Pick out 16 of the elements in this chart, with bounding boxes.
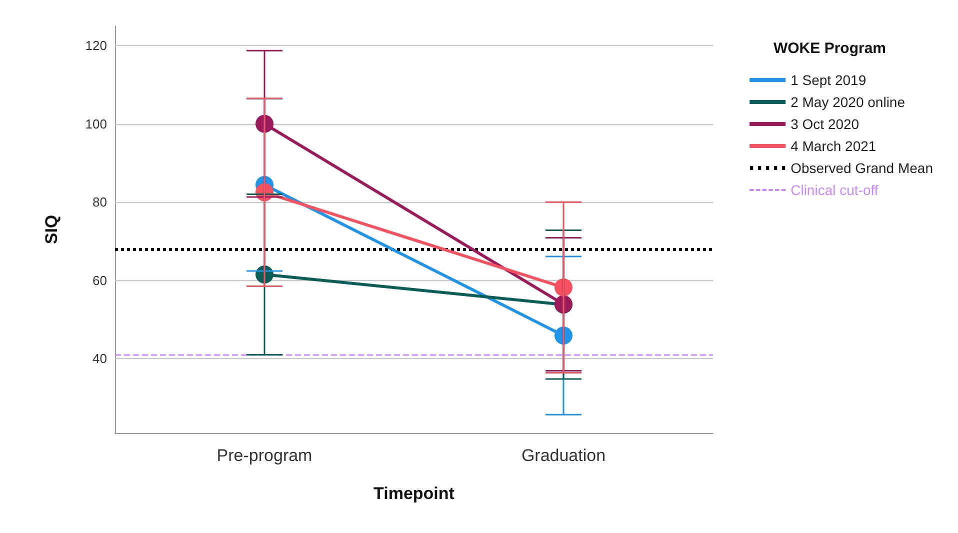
legend-label: 1 Sept 2019 [790,72,866,88]
y-tick-label: 120 [85,38,107,54]
x-tick-label: Graduation [521,446,606,465]
legend-label: Observed Grand Mean [790,160,933,176]
y-tick-label: 40 [92,351,107,366]
legend-label: 3 Oct 2020 [790,116,860,132]
y-tick-label: 80 [92,194,107,210]
legend-label: 2 May 2020 online [790,94,906,110]
legend-label: Clinical cut-off [790,182,878,198]
x-tick-label: Pre-program [216,446,312,465]
legend-title: WOKE Program [773,40,886,57]
x-axis-title: Timepoint [374,484,455,503]
legend-label: 4 March 2021 [790,138,876,154]
y-axis-title: SIQ [42,214,61,244]
y-tick-label: 60 [92,272,107,288]
y-tick-label: 100 [85,116,107,132]
